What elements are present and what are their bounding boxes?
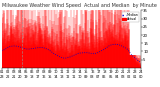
Text: Milwaukee Weather Wind Speed  Actual and Median  by Minute  (24 Hours) (Old): Milwaukee Weather Wind Speed Actual and … (2, 3, 160, 8)
Legend: Median, Actual: Median, Actual (122, 12, 139, 22)
